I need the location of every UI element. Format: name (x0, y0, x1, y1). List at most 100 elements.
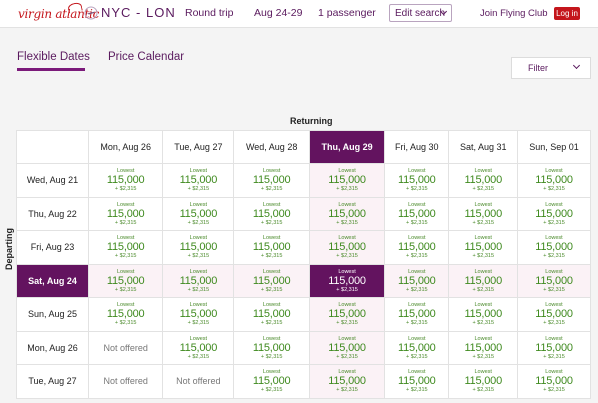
fare-points: 115,000 (328, 375, 366, 388)
tab-price-calendar[interactable]: Price Calendar (108, 51, 185, 63)
fare-taxes: + $2,315 (260, 387, 283, 394)
fare-taxes: + $2,315 (114, 219, 137, 226)
fare-points: 115,000 (535, 375, 573, 388)
fare-cell[interactable]: Lowest 115,000 + $2,315 (162, 297, 235, 332)
fare-cell[interactable]: Lowest 115,000 + $2,315 (233, 297, 310, 332)
fare-points: 115,000 (398, 341, 436, 354)
fare-cell[interactable]: Lowest 115,000 + $2,315 (308, 163, 386, 198)
fare-cell[interactable]: Lowest 115,000 + $2,315 (87, 163, 164, 198)
fare-taxes: + $2,315 (260, 320, 283, 327)
fare-cell[interactable]: Lowest 115,000 + $2,315 (162, 196, 235, 231)
fare-cell-selected[interactable]: Lowest 115,000 + $2,315 (308, 263, 386, 298)
fare-cell[interactable]: Lowest 115,000 + $2,315 (384, 263, 450, 298)
table-row: Wed, Aug 21 Lowest 115,000 + $2,315 Lowest 11… (16, 163, 591, 198)
fare-cell[interactable]: Lowest 115,000 + $2,315 (448, 163, 519, 198)
fare-cell[interactable]: Lowest 115,000 + $2,315 (233, 330, 310, 365)
table-row: Tue, Aug 27 Not offered Not offered Lowest 1… (16, 364, 591, 399)
fare-cell[interactable]: Lowest 115,000 + $2,315 (308, 330, 386, 365)
fare-taxes: + $2,315 (260, 353, 283, 360)
fare-cell[interactable]: Lowest 115,000 + $2,315 (233, 263, 310, 298)
fare-points: 115,000 (252, 174, 291, 187)
fare-lowest-label: Lowest (474, 268, 492, 275)
fare-cell[interactable]: Lowest 115,000 + $2,315 (517, 163, 591, 198)
fare-cell[interactable]: Lowest 115,000 + $2,315 (517, 297, 591, 332)
fare-cell[interactable]: Lowest 115,000 + $2,315 (87, 196, 164, 231)
fare-cell[interactable]: Lowest 115,000 + $2,315 (448, 364, 519, 399)
return-date-header: Mon, Aug 26 (87, 130, 164, 164)
returning-axis-label: Returning (290, 116, 333, 126)
join-flying-club-link[interactable]: Join Flying Club (480, 8, 548, 19)
fare-cell[interactable]: Lowest 115,000 + $2,315 (517, 263, 591, 298)
fare-cell[interactable]: Lowest 115,000 + $2,315 (87, 263, 164, 298)
filter-label: Filter (528, 63, 548, 73)
fare-cell[interactable]: Lowest 115,000 + $2,315 (517, 330, 591, 365)
fare-cell[interactable]: Lowest 115,000 + $2,315 (162, 330, 235, 365)
fare-cell[interactable]: Lowest 115,000 + $2,315 (384, 297, 450, 332)
fare-points: 115,000 (106, 274, 145, 287)
fare-cell[interactable]: Lowest 115,000 + $2,315 (162, 263, 235, 298)
fare-taxes: + $2,315 (472, 320, 494, 327)
fare-points: 115,000 (464, 241, 502, 254)
fare-cell[interactable]: Lowest 115,000 + $2,315 (233, 364, 310, 399)
brand-logo[interactable]: virgin atlantic (18, 7, 99, 21)
return-date-header: Sun, Sep 01 (517, 130, 591, 164)
fare-points: 115,000 (328, 174, 366, 187)
fare-cell[interactable]: Lowest 115,000 + $2,315 (384, 196, 450, 231)
fare-cell[interactable]: Lowest 115,000 + $2,315 (233, 196, 310, 231)
fare-cell[interactable]: Lowest 115,000 + $2,315 (308, 297, 386, 332)
fare-lowest-label: Lowest (408, 168, 426, 175)
fare-lowest-label: Lowest (189, 201, 208, 208)
filter-dropdown[interactable]: Filter (511, 57, 591, 79)
departing-axis-label: Departing (4, 227, 14, 270)
edit-search-button[interactable]: Edit search (389, 4, 452, 22)
return-date-header-row: Mon, Aug 26 Tue, Aug 27 Wed, Aug 28 Thu,… (16, 130, 591, 164)
fare-points: 115,000 (179, 174, 218, 187)
table-row: Thu, Aug 22 Lowest 115,000 + $2,315 Lowest 11… (16, 196, 591, 231)
fare-lowest-label: Lowest (338, 168, 356, 175)
fare-cell[interactable]: Lowest 115,000 + $2,315 (384, 163, 450, 198)
fare-cell[interactable]: Lowest 115,000 + $2,315 (384, 230, 450, 265)
fare-cell[interactable]: Lowest 115,000 + $2,315 (87, 230, 164, 265)
fare-points: 115,000 (398, 308, 436, 321)
fare-cell[interactable]: Lowest 115,000 + $2,315 (384, 364, 450, 399)
fare-taxes: + $2,315 (336, 353, 358, 360)
fare-points: 115,000 (252, 341, 291, 354)
fare-cell[interactable]: Lowest 115,000 + $2,315 (517, 230, 591, 265)
fare-points: 115,000 (464, 375, 502, 388)
fare-lowest-label: Lowest (116, 268, 135, 275)
fare-cell[interactable]: Lowest 115,000 + $2,315 (308, 364, 386, 399)
fare-lowest-label: Lowest (545, 235, 563, 242)
fare-points: 115,000 (535, 207, 573, 220)
fare-lowest-label: Lowest (116, 235, 135, 242)
fare-taxes: + $2,315 (260, 286, 283, 293)
fare-cell[interactable]: Lowest 115,000 + $2,315 (162, 163, 235, 198)
fare-cell[interactable]: Lowest 115,000 + $2,315 (233, 163, 310, 198)
fare-cell[interactable]: Lowest 115,000 + $2,315 (448, 330, 519, 365)
fare-cell[interactable]: Lowest 115,000 + $2,315 (448, 196, 519, 231)
fare-lowest-label: Lowest (474, 302, 492, 309)
fare-cell[interactable]: Lowest 115,000 + $2,315 (233, 230, 310, 265)
fare-taxes: + $2,315 (406, 353, 428, 360)
active-tab-indicator (17, 68, 85, 71)
fare-cell[interactable]: Lowest 115,000 + $2,315 (308, 230, 386, 265)
fare-taxes: + $2,315 (260, 186, 283, 193)
fare-cell[interactable]: Lowest 115,000 + $2,315 (517, 364, 591, 399)
fare-cell[interactable]: Lowest 115,000 + $2,315 (448, 297, 519, 332)
fare-lowest-label: Lowest (545, 201, 563, 208)
fare-lowest-label: Lowest (408, 335, 426, 342)
fare-taxes: + $2,315 (543, 253, 565, 260)
fare-cell[interactable]: Lowest 115,000 + $2,315 (308, 196, 386, 231)
fare-points: 115,000 (328, 341, 366, 354)
tab-flexible-dates[interactable]: Flexible Dates (17, 51, 90, 63)
fare-lowest-label: Lowest (545, 302, 563, 309)
fare-lowest-label: Lowest (408, 201, 426, 208)
fare-grid: Mon, Aug 26 Tue, Aug 27 Wed, Aug 28 Thu,… (16, 130, 591, 399)
fare-lowest-label: Lowest (545, 335, 563, 342)
fare-cell[interactable]: Lowest 115,000 + $2,315 (448, 230, 519, 265)
fare-cell[interactable]: Lowest 115,000 + $2,315 (517, 196, 591, 231)
fare-cell[interactable]: Lowest 115,000 + $2,315 (162, 230, 235, 265)
fare-cell[interactable]: Lowest 115,000 + $2,315 (384, 330, 450, 365)
fare-cell[interactable]: Lowest 115,000 + $2,315 (448, 263, 519, 298)
fare-cell[interactable]: Lowest 115,000 + $2,315 (87, 297, 164, 332)
login-button[interactable]: Log in (554, 7, 580, 20)
